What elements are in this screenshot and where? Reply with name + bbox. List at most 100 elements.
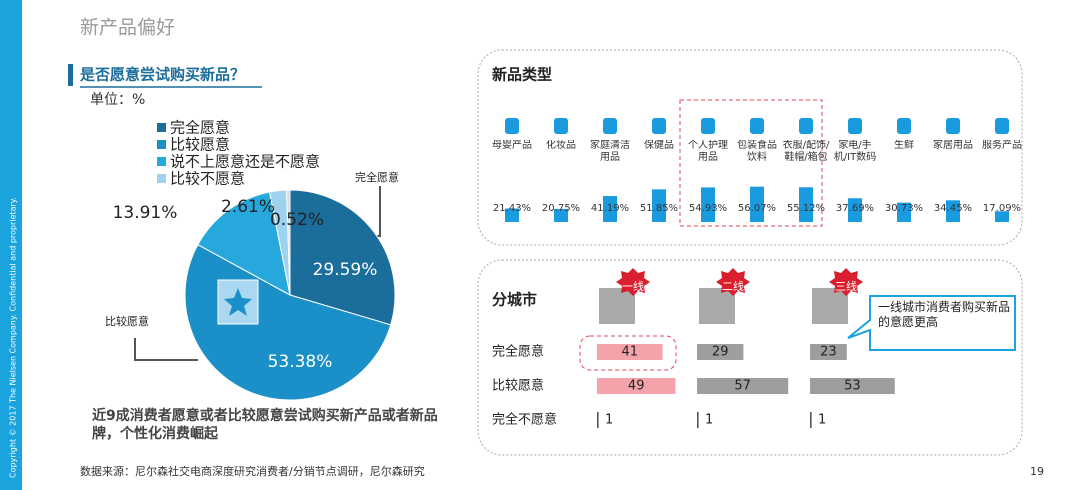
value-label: 51.85% (640, 203, 678, 214)
icon (848, 118, 862, 134)
bar (848, 198, 862, 222)
bar (554, 208, 568, 222)
label-box: 衣服/配饰/鞋帽/箱包 (782, 140, 830, 163)
bar (597, 344, 663, 360)
series-name: 三线 (835, 279, 857, 293)
icon (995, 118, 1009, 134)
slide-title: 新产品偏好 (80, 17, 175, 39)
pie-slice (197, 191, 291, 296)
x-tick-label: 化妆品 (546, 140, 576, 151)
panel (477, 259, 1023, 456)
bar (810, 344, 847, 360)
value-label: 29.59% (313, 260, 378, 280)
bar (897, 202, 911, 222)
panel (477, 49, 1023, 246)
label-box: 生鲜 (894, 140, 914, 151)
series-name: 一线 (622, 279, 644, 293)
value-label: 21.43% (493, 203, 531, 214)
side-strip (0, 0, 22, 490)
building-icon (812, 288, 848, 324)
x-tick-label: 家电/手机/IT数码 (833, 140, 877, 163)
bar (750, 186, 764, 222)
callout-line (134, 338, 198, 361)
x-tick-label: 家居用品 (933, 140, 973, 151)
label-box: 个人护理用品 (688, 140, 728, 163)
bar (597, 378, 676, 394)
value-label: 0.52% (270, 210, 324, 230)
bar (697, 344, 744, 360)
x-tick-label: 生鲜 (894, 140, 914, 151)
value-label: 1 (605, 413, 613, 428)
label-box: 家庭清洁用品 (590, 140, 630, 163)
legend-label: 比较愿意 (170, 136, 230, 154)
city-title: 分城市 (492, 291, 537, 309)
bar (946, 200, 960, 222)
x-tick-label: 保健品 (644, 140, 674, 151)
value-label: 1 (818, 413, 826, 428)
bar-title: 新品类型 (492, 66, 552, 84)
x-tick-label: 衣服/配饰/鞋帽/箱包 (782, 140, 830, 163)
value-label: 2.61% (221, 197, 275, 217)
value-label: 20.75% (542, 203, 580, 214)
bar (652, 189, 666, 222)
highlight-box (679, 99, 823, 227)
value-label: 56.07% (738, 203, 776, 214)
badge (716, 268, 750, 296)
bar (505, 208, 519, 222)
value-label: 41.19% (591, 203, 629, 214)
legend-swatch (157, 123, 166, 132)
bar (810, 378, 895, 394)
icon (701, 118, 715, 134)
value-label: 29 (712, 345, 729, 360)
value-label: 37.69% (836, 203, 874, 214)
value-label: 1 (705, 413, 713, 428)
heading-bar (68, 64, 73, 86)
legend-swatch (157, 140, 166, 149)
label-box: 包装食品饮料 (737, 140, 777, 163)
icon (946, 118, 960, 134)
building-icon (699, 288, 735, 324)
series-name: 二线 (722, 279, 744, 293)
pie-slice (289, 189, 396, 326)
value-label: 54.93% (689, 203, 727, 214)
label-box: 服务产品 (982, 140, 1022, 151)
bar (603, 196, 617, 222)
value-label: 49 (628, 379, 645, 394)
bar (697, 412, 699, 428)
value-label: 13.91% (113, 203, 178, 223)
pie-subtitle: 单位：% (90, 92, 145, 108)
callout-box (847, 295, 1016, 351)
value-label: 17.09% (983, 203, 1021, 214)
note: 近9成消费者愿意或者比较愿意尝试购买新产品或者新品牌，个性化消费崛起 (92, 408, 438, 442)
icon (224, 288, 252, 316)
bar (597, 412, 599, 428)
label-box: 一线城市消费者购买新品的意愿更高 (878, 300, 1010, 329)
bar (810, 412, 812, 428)
label-box: 家电/手机/IT数码 (833, 140, 877, 163)
annotation: 完全愿意 (355, 170, 399, 184)
badge (829, 268, 863, 296)
page-number: 19 (1030, 465, 1044, 478)
x-tick-label: 家庭清洁用品 (590, 140, 630, 163)
legend-swatch (157, 157, 166, 166)
value-label: 30.73% (885, 203, 923, 214)
icon (554, 118, 568, 134)
icon (652, 118, 666, 134)
x-tick-label: 母婴产品 (492, 140, 532, 151)
label-box: 近9成消费者愿意或者比较愿意尝试购买新产品或者新品牌，个性化消费崛起 (92, 408, 438, 442)
row-label: 比较愿意 (492, 378, 544, 394)
highlight-box (579, 335, 677, 371)
icon (799, 118, 813, 134)
value-label: 41 (622, 345, 639, 360)
label-box: 化妆品 (546, 140, 576, 151)
bar (701, 187, 715, 222)
annotation: 比较愿意 (105, 314, 149, 328)
pie-title: 是否愿意尝试购买新品？ (79, 66, 245, 84)
icon (897, 118, 911, 134)
value-label: 34.45% (934, 203, 972, 214)
legend-label: 说不上愿意还是不愿意 (170, 153, 320, 171)
source: 数据来源：尼尔森社交电商深度研究消费者/分销节点调研，尼尔森研究 (80, 464, 425, 478)
x-tick-label: 包装食品饮料 (737, 140, 777, 163)
